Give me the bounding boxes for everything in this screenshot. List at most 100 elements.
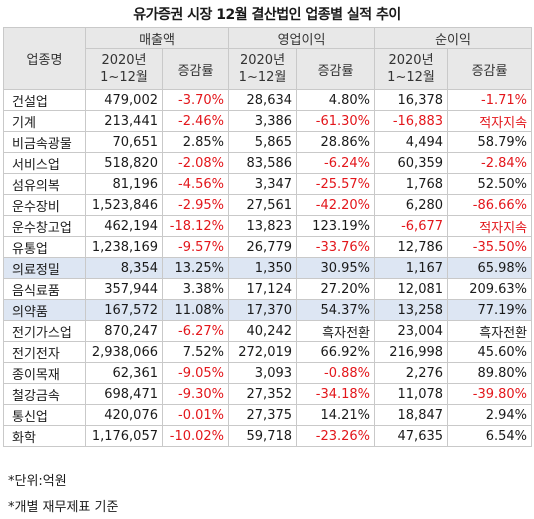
period-header: 2020년 1~12월 bbox=[228, 48, 298, 90]
net-income-value: 2,276 bbox=[374, 362, 449, 384]
sales-change: -4.56% bbox=[161, 173, 230, 195]
sales-change: -2.08% bbox=[161, 152, 230, 174]
sales-change: -6.27% bbox=[161, 320, 230, 342]
sales-change: 3.38% bbox=[161, 278, 230, 300]
sales-change: -18.12% bbox=[161, 215, 230, 237]
sales-value: 167,572 bbox=[85, 299, 163, 321]
net-income-header: 순이익 bbox=[374, 27, 533, 49]
operating-profit-change: -0.88% bbox=[296, 362, 376, 384]
operating-profit-change: -34.18% bbox=[296, 383, 376, 405]
industry-name: 유통업 bbox=[3, 236, 86, 258]
operating-profit-value: 83,586 bbox=[228, 152, 298, 174]
industry-header: 업종명 bbox=[3, 27, 86, 90]
operating-profit-value: 13,823 bbox=[228, 215, 298, 237]
net-income-change: 적자지속 bbox=[447, 110, 533, 132]
industry-name: 섬유의복 bbox=[3, 173, 86, 195]
industry-name: 철강금속 bbox=[3, 383, 86, 405]
table-title: 유가증권 시장 12월 결산법인 업종별 실적 추이 bbox=[133, 7, 401, 23]
table-row: 전기전자 2,938,066 7.52% 272,019 66.92% 216,998 45… bbox=[3, 341, 533, 363]
net-income-change: 65.98% bbox=[447, 257, 533, 279]
net-income-value: 13,258 bbox=[374, 299, 449, 321]
table-row: 음식료품 357,944 3.38% 17,124 27.20% 12,081 209.63… bbox=[3, 278, 533, 300]
sales-header: 매출액 bbox=[84, 27, 230, 49]
table-row: 운수창고업 462,194 -18.12% 13,823 123.19% -6,677 적자… bbox=[3, 215, 533, 237]
net-income-change: 2.94% bbox=[447, 404, 533, 426]
table-row: 기계 213,441 -2.46% 3,386 -61.30% -16,883 적자지속 bbox=[3, 110, 533, 132]
net-income-change: 52.50% bbox=[447, 173, 533, 195]
table-row: 종이목재 62,361 -9.05% 3,093 -0.88% 2,276 89.80% bbox=[3, 362, 533, 384]
sales-change: -0.01% bbox=[161, 404, 230, 426]
period-header: 2020년 1~12월 bbox=[85, 48, 163, 90]
industry-name: 의료정밀 bbox=[3, 257, 86, 279]
industry-name: 비금속광물 bbox=[3, 131, 86, 153]
industry-name: 화학 bbox=[3, 425, 86, 447]
table-row: 화학 1,176,057 -10.02% 59,718 -23.26% 47,635 6.5… bbox=[3, 425, 533, 447]
operating-profit-value: 272,019 bbox=[228, 341, 298, 363]
sales-value: 1,523,846 bbox=[85, 194, 163, 216]
table-row: 전기가스업 870,247 -6.27% 40,242 흑자전환 23,004 흑자전환 bbox=[3, 320, 533, 342]
industry-name: 건설업 bbox=[3, 89, 86, 111]
operating-profit-value: 3,386 bbox=[228, 110, 298, 132]
sales-value: 357,944 bbox=[85, 278, 163, 300]
table-row: 유통업 1,238,169 -9.57% 26,779 -33.76% 12,786 -35… bbox=[3, 236, 533, 258]
net-income-change: -39.80% bbox=[447, 383, 533, 405]
net-income-value: 216,998 bbox=[374, 341, 449, 363]
net-income-value: 11,078 bbox=[374, 383, 449, 405]
operating-profit-change: -23.26% bbox=[296, 425, 376, 447]
operating-profit-change: -6.24% bbox=[296, 152, 376, 174]
table-row: 철강금속 698,471 -9.30% 27,352 -34.18% 11,078 -39.… bbox=[3, 383, 533, 405]
table-row: 운수장비 1,523,846 -2.95% 27,561 -42.20% 6,280 -86… bbox=[3, 194, 533, 216]
net-income-change: -86.66% bbox=[447, 194, 533, 216]
sales-value: 479,002 bbox=[85, 89, 163, 111]
net-income-value: 1,167 bbox=[374, 257, 449, 279]
operating-profit-change: -61.30% bbox=[296, 110, 376, 132]
net-income-change: 45.60% bbox=[447, 341, 533, 363]
net-income-change: 89.80% bbox=[447, 362, 533, 384]
operating-profit-value: 3,347 bbox=[228, 173, 298, 195]
period-header: 2020년 1~12월 bbox=[374, 48, 449, 90]
sales-change: -3.70% bbox=[161, 89, 230, 111]
net-income-change: 209.63% bbox=[447, 278, 533, 300]
sales-value: 70,651 bbox=[85, 131, 163, 153]
sales-value: 870,247 bbox=[85, 320, 163, 342]
net-income-value: 1,768 bbox=[374, 173, 449, 195]
change-header: 증감률 bbox=[296, 48, 376, 90]
sales-change: -10.02% bbox=[161, 425, 230, 447]
sales-change: 2.85% bbox=[161, 131, 230, 153]
net-income-value: -16,883 bbox=[374, 110, 449, 132]
unit-note: *단위:억원 bbox=[8, 474, 67, 489]
sales-change: 7.52% bbox=[161, 341, 230, 363]
table-row: 건설업 479,002 -3.70% 28,634 4.80% 16,378 -1.71% bbox=[3, 89, 533, 111]
net-income-value: 6,280 bbox=[374, 194, 449, 216]
sales-change: -9.05% bbox=[161, 362, 230, 384]
operating-profit-change: 30.95% bbox=[296, 257, 376, 279]
operating-profit-value: 59,718 bbox=[228, 425, 298, 447]
table-row: 의약품 167,572 11.08% 17,370 54.37% 13,258 77.19% bbox=[3, 299, 533, 321]
basis-note: *개별 재무제표 기준 bbox=[8, 500, 119, 515]
net-income-value: 23,004 bbox=[374, 320, 449, 342]
sales-value: 1,176,057 bbox=[85, 425, 163, 447]
sales-value: 2,938,066 bbox=[85, 341, 163, 363]
operating-profit-change: 66.92% bbox=[296, 341, 376, 363]
industry-name: 운수장비 bbox=[3, 194, 86, 216]
industry-name: 의약품 bbox=[3, 299, 86, 321]
table-row: 의료정밀 8,354 13.25% 1,350 30.95% 1,167 65.98% bbox=[3, 257, 533, 279]
net-income-value: 60,359 bbox=[374, 152, 449, 174]
industry-name: 음식료품 bbox=[3, 278, 86, 300]
industry-name: 전기전자 bbox=[3, 341, 86, 363]
operating-profit-value: 27,352 bbox=[228, 383, 298, 405]
net-income-value: 4,494 bbox=[374, 131, 449, 153]
operating-profit-change: 흑자전환 bbox=[296, 320, 376, 342]
net-income-change: 흑자전환 bbox=[447, 320, 533, 342]
operating-profit-change: 14.21% bbox=[296, 404, 376, 426]
net-income-value: 47,635 bbox=[374, 425, 449, 447]
table-body: 건설업 479,002 -3.70% 28,634 4.80% 16,378 -1.71% 기… bbox=[3, 89, 533, 447]
net-income-change: 적자지속 bbox=[447, 215, 533, 237]
operating-profit-value: 40,242 bbox=[228, 320, 298, 342]
sales-value: 698,471 bbox=[85, 383, 163, 405]
operating-profit-change: 28.86% bbox=[296, 131, 376, 153]
sales-value: 462,194 bbox=[85, 215, 163, 237]
sales-value: 213,441 bbox=[85, 110, 163, 132]
industry-performance-table: 업종명 매출액 영업이익 순이익 2020년 1~12월 증감률 2020년 1~1… bbox=[3, 27, 533, 447]
net-income-value: 16,378 bbox=[374, 89, 449, 111]
